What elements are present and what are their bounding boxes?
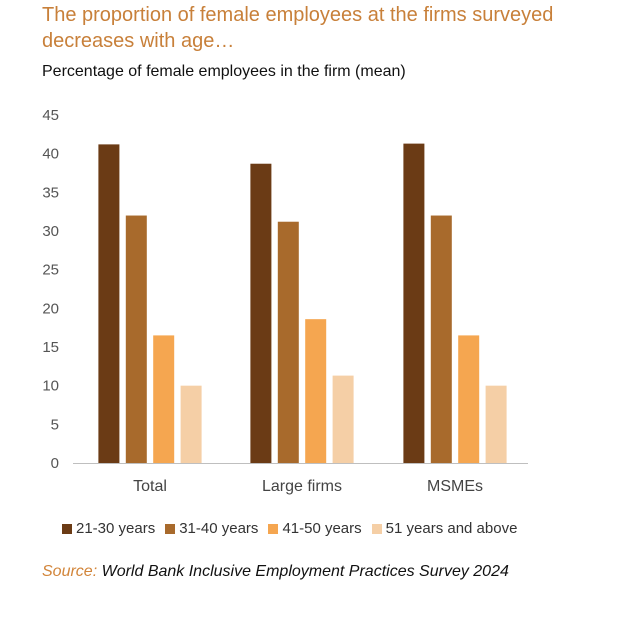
bar	[153, 335, 175, 463]
legend-swatch-31-40	[165, 523, 176, 534]
legend-swatch-21-30	[62, 523, 72, 534]
bar	[305, 319, 327, 463]
legend-swatch-41-50	[268, 523, 279, 534]
bar	[180, 385, 202, 463]
legend-swatch-51-plus	[371, 523, 382, 534]
legend-label-21-30: 21-30 years	[76, 520, 156, 537]
legend-item-31-40: 31-40 years	[165, 520, 258, 537]
x-tick-label: Total	[133, 478, 167, 495]
y-tick-label: 0	[51, 455, 59, 472]
bar	[277, 221, 299, 463]
y-tick-label: 5	[51, 416, 59, 433]
legend-label-31-40: 31-40 years	[179, 520, 259, 537]
bar-chart: 0 5 10 15 20 25 30 35 40 45 Total Large firms MSMEs	[42, 107, 528, 495]
bar	[332, 375, 354, 463]
bar	[485, 385, 507, 463]
chart-subtitle: Percentage of female employees in the fi…	[42, 63, 406, 80]
legend-item-21-30: 21-30 years	[62, 520, 155, 537]
y-tick-label: 15	[42, 339, 59, 356]
chart-title: The proportion of female employees at th…	[42, 4, 554, 52]
legend-label-51-plus: 51 years and above	[385, 520, 518, 537]
source-note: Source: World Bank Inclusive Employment …	[42, 561, 562, 583]
bar	[125, 215, 147, 463]
chart-legend: 21-30 years 31-40 years 41-50 years 51 y…	[62, 520, 527, 537]
y-tick-label: 35	[42, 184, 59, 201]
bar	[458, 335, 480, 463]
bar	[250, 163, 272, 463]
y-tick-label: 25	[42, 262, 59, 279]
y-tick-label: 10	[42, 378, 59, 395]
bar	[98, 144, 120, 464]
y-tick-label: 40	[42, 146, 59, 163]
legend-label-41-50: 41-50 years	[282, 520, 362, 537]
y-tick-label: 45	[42, 107, 59, 124]
bar	[430, 215, 452, 463]
source-text: World Bank Inclusive Employment Practice…	[101, 563, 509, 580]
x-tick-label: MSMEs	[427, 478, 483, 495]
bar	[403, 143, 425, 463]
y-tick-label: 30	[42, 223, 59, 240]
legend-item-41-50: 41-50 years	[268, 520, 362, 537]
source-label: Source:	[42, 563, 98, 580]
x-tick-label: Large firms	[262, 478, 342, 495]
y-tick-label: 20	[42, 300, 59, 317]
legend-item-51-plus: 51 years and above	[371, 520, 518, 537]
